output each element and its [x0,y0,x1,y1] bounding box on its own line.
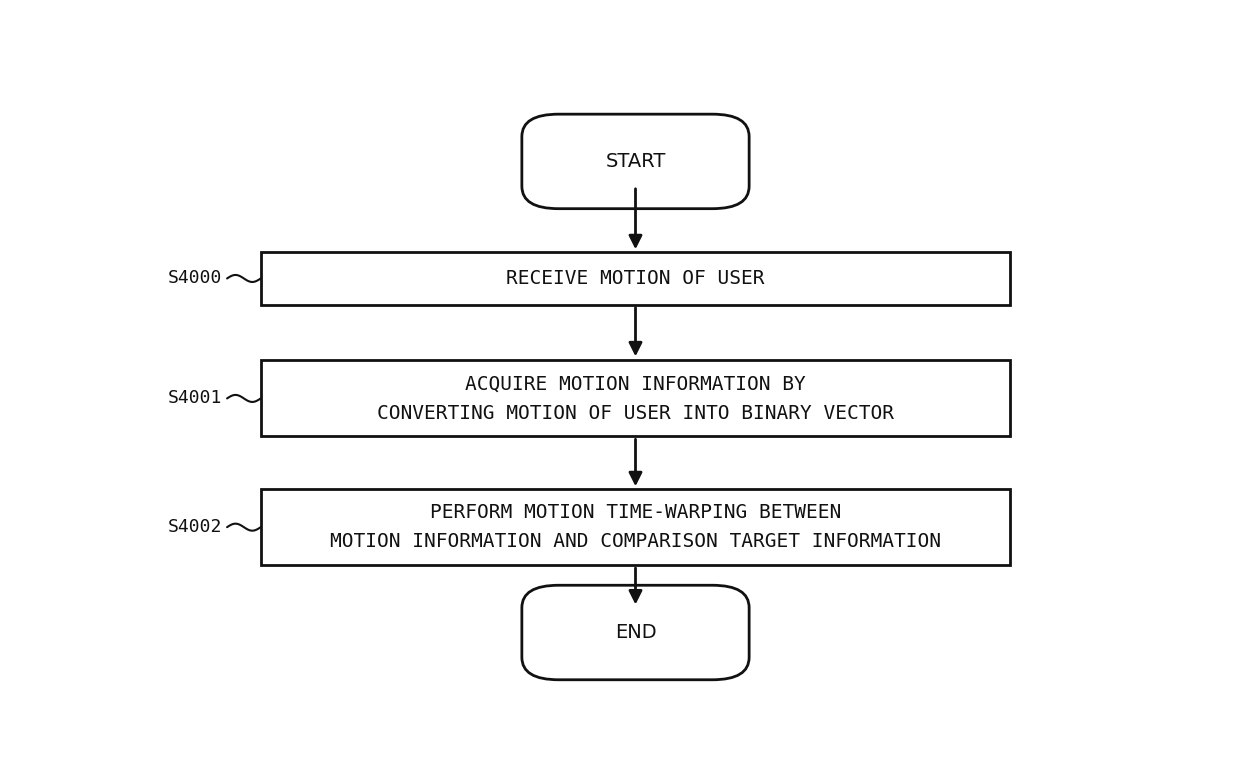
Text: START: START [605,152,666,171]
Text: S4001: S4001 [167,389,222,407]
FancyBboxPatch shape [260,252,1011,305]
Text: S4000: S4000 [167,270,222,287]
Text: END: END [615,623,656,642]
FancyBboxPatch shape [260,360,1011,436]
Text: ACQUIRE MOTION INFORMATION BY
CONVERTING MOTION OF USER INTO BINARY VECTOR: ACQUIRE MOTION INFORMATION BY CONVERTING… [377,374,894,423]
Text: PERFORM MOTION TIME-WARPING BETWEEN
MOTION INFORMATION AND COMPARISON TARGET INF: PERFORM MOTION TIME-WARPING BETWEEN MOTI… [330,503,941,552]
Text: S4002: S4002 [167,518,222,536]
FancyBboxPatch shape [522,585,749,679]
FancyBboxPatch shape [522,114,749,209]
FancyBboxPatch shape [260,489,1011,565]
Text: RECEIVE MOTION OF USER: RECEIVE MOTION OF USER [506,269,765,288]
